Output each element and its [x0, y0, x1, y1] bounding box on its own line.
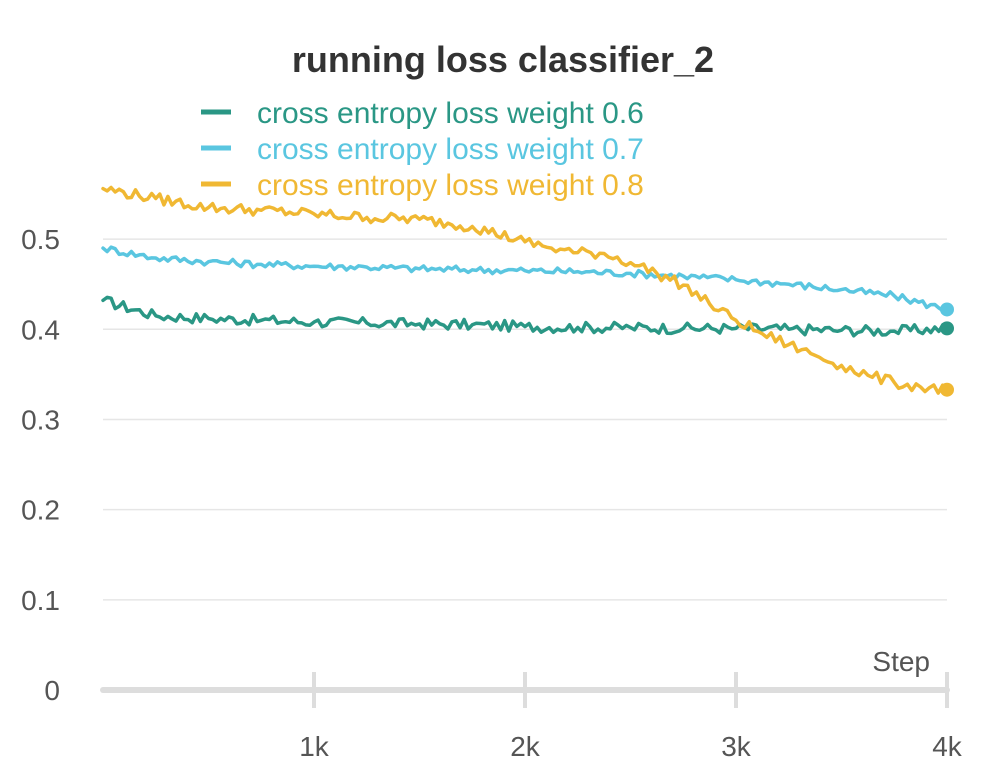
series-lines [101, 185, 949, 395]
grid-lines [103, 238, 947, 601]
legend-entry: cross entropy loss weight 0.7 [257, 133, 644, 166]
series-end-points [940, 302, 954, 397]
series-line [101, 245, 949, 313]
chart-title: running loss classifier_2 [292, 39, 714, 80]
series-end-point [940, 321, 954, 336]
y-tick-label: 0.1 [21, 585, 60, 616]
y-tick-label: 0.2 [21, 495, 60, 526]
x-tick-label: 3k [721, 731, 752, 762]
x-tick-label: 1k [299, 731, 330, 762]
x-tick-label: 4k [932, 731, 963, 762]
series-line [101, 295, 949, 338]
y-tick-label: 0.4 [21, 314, 60, 345]
x-tick-label: 2k [510, 731, 541, 762]
series-end-point [940, 382, 954, 397]
y-axis-ticks: 0 0.1 0.2 0.3 0.4 0.5 [21, 224, 60, 706]
y-tick-label: 0.3 [21, 404, 60, 435]
series-line [101, 185, 949, 395]
x-axis-label: Step [872, 646, 930, 677]
legend-entry: cross entropy loss weight 0.8 [257, 169, 644, 202]
y-tick-label: 0 [44, 675, 60, 706]
x-axis: 1k 2k 3k 4k [100, 672, 963, 762]
series-end-point [940, 302, 954, 317]
y-tick-label: 0.5 [21, 224, 60, 255]
legend-entry: cross entropy loss weight 0.6 [257, 97, 644, 130]
